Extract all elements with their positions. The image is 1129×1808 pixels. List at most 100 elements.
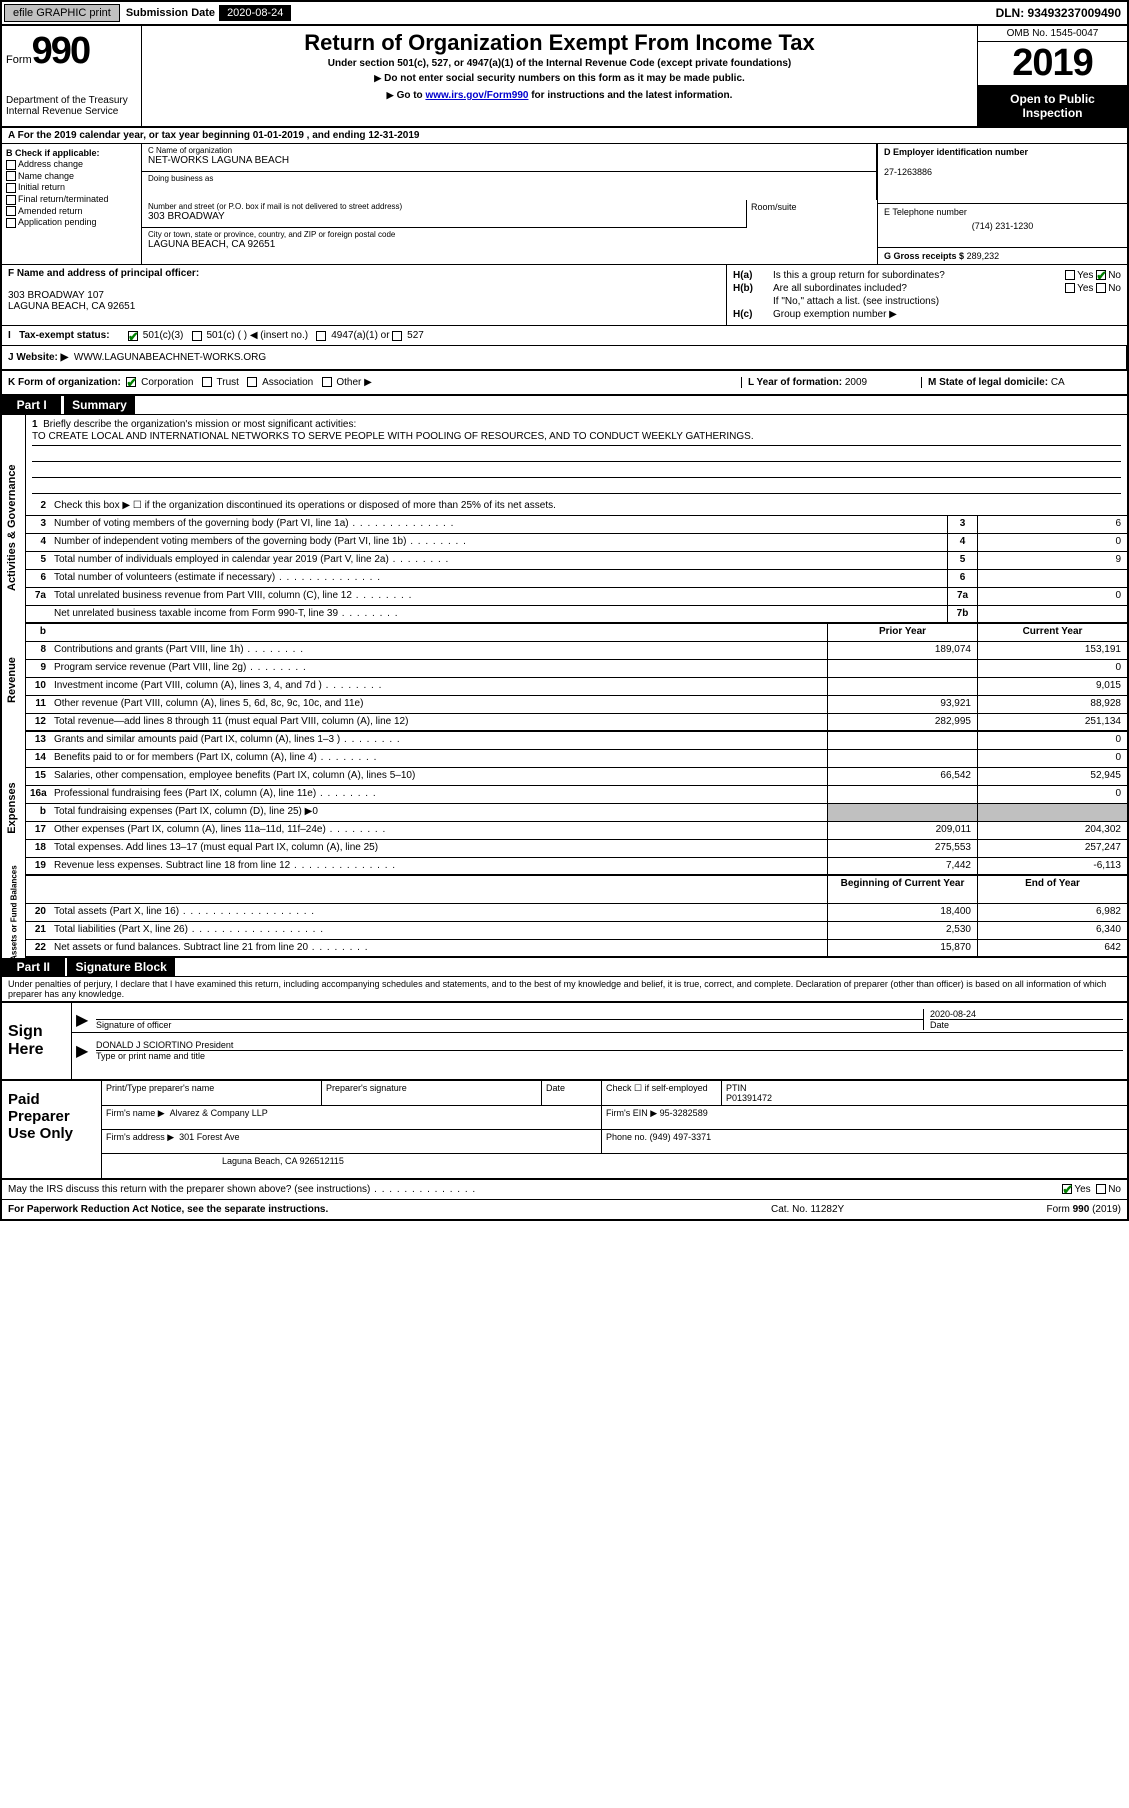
column-b: B Check if applicable: Address change Na… <box>2 144 142 264</box>
chk-application[interactable] <box>6 218 16 228</box>
line-15: Salaries, other compensation, employee b… <box>50 768 827 785</box>
discuss-yes[interactable] <box>1062 1184 1072 1194</box>
ha-yes[interactable] <box>1065 270 1075 280</box>
firm-ein: 95-3282589 <box>660 1108 708 1118</box>
side-activities: Activities & Governance <box>6 471 18 591</box>
form-number: 990 <box>32 30 89 73</box>
line-22: Net assets or fund balances. Subtract li… <box>50 940 827 956</box>
chk-corporation[interactable] <box>126 377 136 387</box>
chk-4947[interactable] <box>316 331 326 341</box>
city-label: City or town, state or province, country… <box>148 230 871 239</box>
principal-officer: F Name and address of principal officer:… <box>2 265 727 325</box>
firm-phone: (949) 497-3371 <box>650 1132 712 1142</box>
org-name-label: C Name of organization <box>148 146 870 155</box>
hdr-end-year: End of Year <box>977 876 1127 903</box>
side-expenses: Expenses <box>6 748 18 868</box>
sig-arrow-icon-2: ▶ <box>76 1041 96 1061</box>
subtitle-2: Do not enter social security numbers on … <box>148 73 971 84</box>
street-address: 303 BROADWAY <box>148 211 740 222</box>
line-18: Total expenses. Add lines 13–17 (must eq… <box>50 840 827 857</box>
cat-no: Cat. No. 11282Y <box>771 1204 971 1215</box>
addr-label: Number and street (or P.O. box if mail i… <box>148 202 740 211</box>
firm-addr2: Laguna Beach, CA 926512115 <box>102 1154 1127 1178</box>
sign-date: 2020-08-24 <box>930 1009 976 1019</box>
efile-button[interactable]: efile GRAPHIC print <box>4 4 120 22</box>
tax-exempt-row: I Tax-exempt status: 501(c)(3) 501(c) ( … <box>2 326 1127 346</box>
revenue-block: Revenue bPrior YearCurrent Year 8Contrib… <box>2 624 1127 732</box>
officer-addr1: 303 BROADWAY 107 <box>8 290 104 301</box>
subtitle-1: Under section 501(c), 527, or 4947(a)(1)… <box>148 58 971 69</box>
firm-name: Alvarez & Company LLP <box>170 1108 268 1118</box>
line-20: Total assets (Part X, line 16) <box>50 904 827 921</box>
header-left: Form 990 Department of the Treasury Inte… <box>2 26 142 126</box>
chk-final-return[interactable] <box>6 195 16 205</box>
side-revenue: Revenue <box>6 620 18 740</box>
line-3: Number of voting members of the governin… <box>50 516 947 533</box>
form-title: Return of Organization Exempt From Incom… <box>148 30 971 56</box>
prep-self-employed: Check ☐ if self-employed <box>602 1081 722 1105</box>
form-header: Form 990 Department of the Treasury Inte… <box>2 26 1127 128</box>
topbar: efile GRAPHIC print Submission Date 2020… <box>2 2 1127 26</box>
hb-yes[interactable] <box>1065 283 1075 293</box>
line-2: Check this box ▶ ☐ if the organization d… <box>50 498 1127 515</box>
chk-association[interactable] <box>247 377 257 387</box>
ha-no[interactable] <box>1096 270 1106 280</box>
signature-label: Signature of officer <box>96 1019 923 1030</box>
ein-label: D Employer identification number <box>884 147 1028 157</box>
side-net-assets: Net Assets or Fund Balances <box>10 861 19 981</box>
activities-governance-block: Activities & Governance 1 Briefly descri… <box>2 415 1127 624</box>
paperwork-notice: For Paperwork Reduction Act Notice, see … <box>8 1204 771 1215</box>
column-d: D Employer identification number 27-1263… <box>877 144 1127 264</box>
line-19: Revenue less expenses. Subtract line 18 … <box>50 858 827 874</box>
state-domicile: CA <box>1051 377 1065 388</box>
block-bcd: B Check if applicable: Address change Na… <box>2 144 1127 265</box>
row-klm: K Form of organization: Corporation Trus… <box>2 371 1127 396</box>
telephone-label: E Telephone number <box>884 207 967 217</box>
prep-sig-label: Preparer's signature <box>322 1081 542 1105</box>
chk-trust[interactable] <box>202 377 212 387</box>
org-name: NET-WORKS LAGUNA BEACH <box>148 155 870 166</box>
chk-501c[interactable] <box>192 331 202 341</box>
part2-title: Signature Block <box>67 958 174 976</box>
officer-addr2: LAGUNA BEACH, CA 92651 <box>8 301 135 312</box>
line-16a: Professional fundraising fees (Part IX, … <box>50 786 827 803</box>
expenses-block: Expenses 13Grants and similar amounts pa… <box>2 732 1127 876</box>
chk-other[interactable] <box>322 377 332 387</box>
part2-header-row: Part II Signature Block <box>2 958 1127 977</box>
chk-initial-return[interactable] <box>6 183 16 193</box>
line-5: Total number of individuals employed in … <box>50 552 947 569</box>
city-state-zip: LAGUNA BEACH, CA 92651 <box>148 239 871 250</box>
submission-date: 2020-08-24 <box>219 5 291 21</box>
line-7b: Net unrelated business taxable income fr… <box>50 606 947 622</box>
line-10: Investment income (Part VIII, column (A)… <box>50 678 827 695</box>
room-label: Room/suite <box>751 202 797 212</box>
gross-receipts: 289,232 <box>967 251 1000 261</box>
hb-no[interactable] <box>1096 283 1106 293</box>
sign-here-label: Sign Here <box>2 1003 72 1079</box>
gross-receipts-label: G Gross receipts $ <box>884 251 964 261</box>
firm-addr: 301 Forest Ave <box>179 1132 239 1142</box>
form-word: Form <box>6 54 32 66</box>
subtitle-3: Go to www.irs.gov/Form990 for instructio… <box>148 90 971 101</box>
prep-name-label: Print/Type preparer's name <box>102 1081 322 1105</box>
discuss-row: May the IRS discuss this return with the… <box>2 1180 1127 1200</box>
omb-number: OMB No. 1545-0047 <box>978 26 1127 42</box>
chk-amended[interactable] <box>6 206 16 216</box>
submission-label: Submission Date <box>122 5 219 21</box>
section-a: A For the 2019 calendar year, or tax yea… <box>2 128 1127 144</box>
line-6: Total number of volunteers (estimate if … <box>50 570 947 587</box>
chk-527[interactable] <box>392 331 402 341</box>
irs-link[interactable]: www.irs.gov/Form990 <box>425 90 528 101</box>
line-13: Grants and similar amounts paid (Part IX… <box>50 732 827 749</box>
line-21: Total liabilities (Part X, line 26) <box>50 922 827 939</box>
chk-address-change[interactable] <box>6 160 16 170</box>
dba-label: Doing business as <box>148 174 870 183</box>
chk-501c3[interactable] <box>128 331 138 341</box>
penalties-text: Under penalties of perjury, I declare th… <box>2 977 1127 1001</box>
column-c: C Name of organization NET-WORKS LAGUNA … <box>142 144 877 264</box>
header-title-block: Return of Organization Exempt From Incom… <box>142 26 977 126</box>
discuss-no[interactable] <box>1096 1184 1106 1194</box>
chk-name-change[interactable] <box>6 171 16 181</box>
part1-header-row: Part I Summary <box>2 396 1127 415</box>
line-9: Program service revenue (Part VIII, line… <box>50 660 827 677</box>
